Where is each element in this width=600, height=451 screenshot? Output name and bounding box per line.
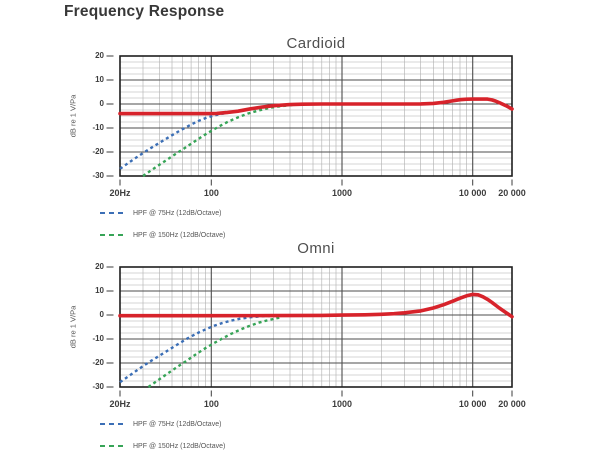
x-tick-label: 20 000 (498, 188, 526, 198)
y-tick-label: 10 (95, 75, 104, 84)
legend-hpf-150hz: HPF @ 150Hz (12dB/Octave) (100, 230, 225, 240)
legend-label: HPF @ 150Hz (12dB/Octave) (133, 442, 226, 450)
grid-minor-horizontal (120, 272, 512, 382)
x-tick-label: 1000 (331, 188, 352, 198)
x-tick-label: 20Hz (109, 399, 131, 409)
y-tick-label: -20 (92, 358, 104, 367)
x-tick-label: 10 000 (458, 399, 487, 409)
green-dashed-line-swatch (100, 445, 127, 447)
cardioid-chart: Cardioid dB re 1 V/Pa 20 10 0 -10 -20 -30 20H… (0, 30, 600, 241)
legend-hpf-75hz: HPF @ 75Hz (12dB/Octave) (100, 208, 221, 218)
y-tick-label: 0 (99, 99, 104, 108)
x-tick-label: 20 000 (498, 399, 526, 409)
omni-plot-svg (106, 266, 514, 397)
grid-major-vertical (210, 267, 474, 387)
grid-minor-horizontal (120, 61, 512, 171)
y-tick-label: 20 (95, 262, 104, 271)
y-axis-ticks (106, 266, 114, 388)
grid-minor-vertical (142, 56, 468, 176)
cardioid-chart-title: Cardioid (286, 35, 346, 52)
x-tick-label: 20Hz (109, 188, 131, 198)
blue-dashed-line-swatch (100, 212, 127, 214)
x-axis-ticks (119, 390, 513, 397)
omni-chart-title: Omni (297, 240, 335, 257)
y-tick-label: 10 (95, 286, 104, 295)
series-red (118, 292, 514, 319)
legend-label: HPF @ 75Hz (12dB/Octave) (133, 209, 222, 217)
y-tick-label: 0 (99, 310, 104, 319)
y-axis-ticks (106, 55, 114, 177)
x-tick-label: 100 (203, 188, 219, 198)
x-tick-label: 10 000 (458, 188, 487, 198)
x-axis-ticks (119, 179, 513, 186)
y-tick-label: -20 (92, 147, 104, 156)
omni-chart: Omni dB re 1 V/Pa 20 10 0 -10 -20 -30 20Hz 100… (0, 240, 600, 451)
blue-dashed-line-swatch (100, 423, 127, 425)
y-tick-label: -30 (92, 382, 104, 391)
plot-border (119, 266, 513, 388)
x-tick-label: 1000 (331, 399, 352, 409)
plot-border (119, 55, 513, 177)
green-dashed-line-swatch (100, 234, 127, 236)
y-tick-label: -30 (92, 171, 104, 180)
legend-label: HPF @ 150Hz (12dB/Octave) (133, 231, 226, 239)
page-title: Frequency Response (64, 3, 225, 20)
y-tick-label: 20 (95, 51, 104, 60)
cardioid-plot-svg (106, 55, 514, 186)
legend-hpf-75hz: HPF @ 75Hz (12dB/Octave) (100, 419, 221, 429)
series-red (118, 97, 514, 116)
legend-label: HPF @ 75Hz (12dB/Octave) (133, 420, 222, 428)
legend-hpf-150hz: HPF @ 150Hz (12dB/Octave) (100, 441, 225, 451)
y-tick-label: -10 (92, 334, 104, 343)
y-tick-label: -10 (92, 123, 104, 132)
grid-minor-vertical (142, 267, 468, 387)
x-tick-label: 100 (203, 399, 219, 409)
series-blue (119, 314, 270, 384)
